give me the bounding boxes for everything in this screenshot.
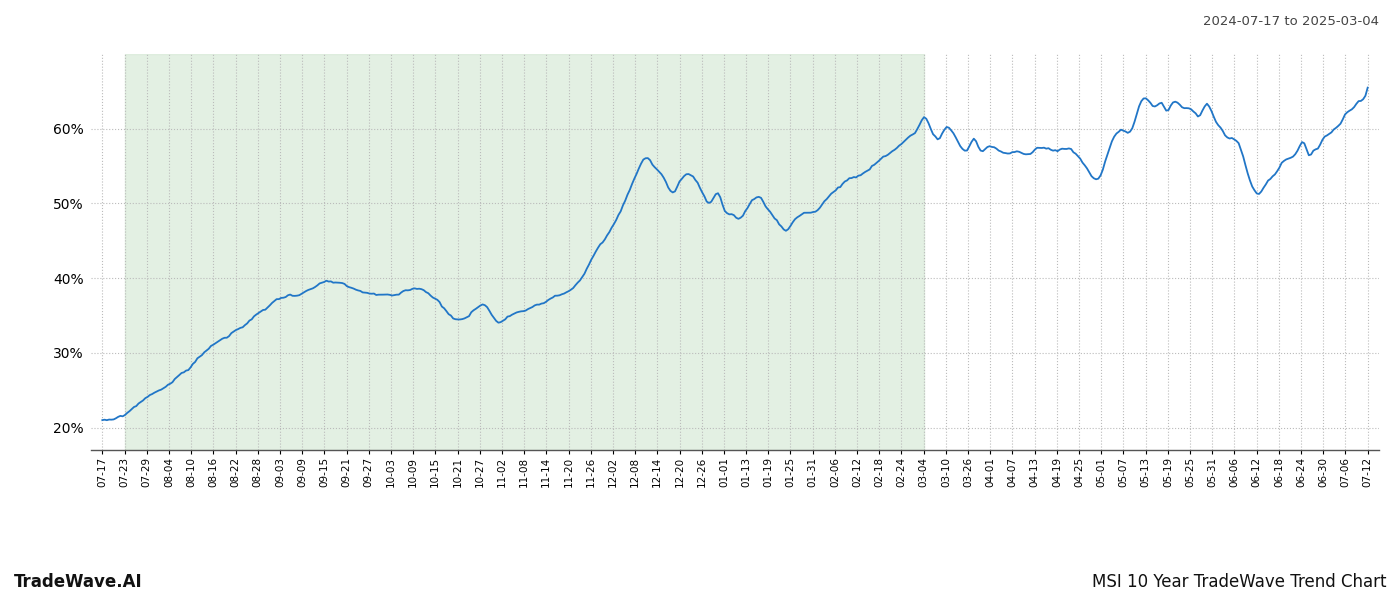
Text: 2024-07-17 to 2025-03-04: 2024-07-17 to 2025-03-04 (1203, 15, 1379, 28)
Bar (125, 54, 924, 450)
Text: TradeWave.AI: TradeWave.AI (14, 573, 143, 591)
Text: MSI 10 Year TradeWave Trend Chart: MSI 10 Year TradeWave Trend Chart (1092, 573, 1386, 591)
